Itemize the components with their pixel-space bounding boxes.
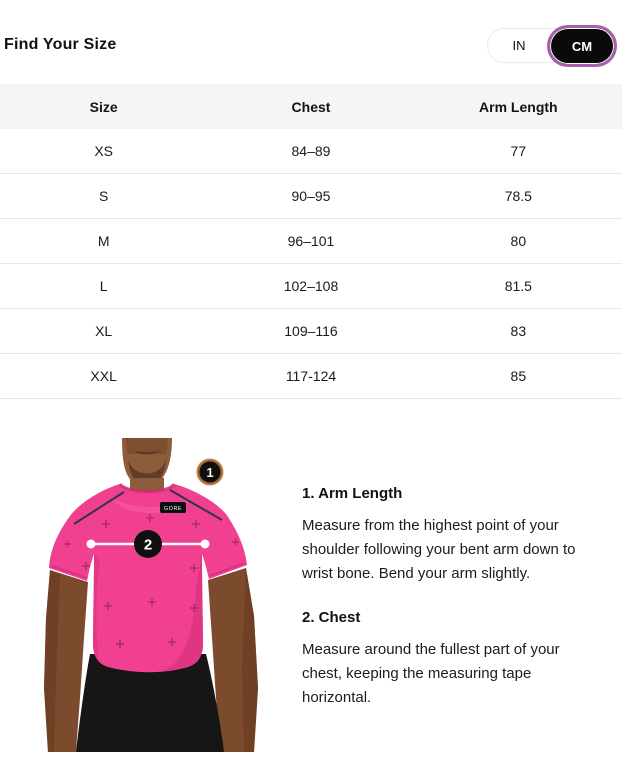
cell-chest: 109–116 [284, 323, 338, 339]
cell-arm-length: 80 [510, 233, 527, 249]
cell-arm-length: 77 [510, 143, 527, 159]
table-row-xl: XL 109–116 83 [0, 309, 622, 354]
cell-chest: 117-124 [285, 368, 337, 384]
model-head-neck [122, 438, 172, 494]
model-shirt: GORE [49, 482, 247, 673]
cell-arm-length: 78.5 [504, 188, 532, 204]
table-row-m: M 96–101 80 [0, 219, 622, 264]
shirt-plus-pattern [64, 514, 239, 648]
instruction-heading: 2. Chest [302, 609, 361, 626]
cell-chest: 96–101 [287, 233, 335, 249]
column-header-chest: Chest [291, 98, 331, 115]
cell-size: S [98, 188, 109, 204]
cell-chest: 90–95 [291, 188, 331, 204]
instruction-body: Measure around the fullest part of your … [302, 641, 560, 706]
table-row-xs: XS 84–89 77 [0, 129, 622, 174]
size-table: Size Chest Arm Length XS 84–89 77 S 90–9… [0, 84, 622, 399]
svg-text:GORE: GORE [164, 506, 182, 512]
measurement-instructions: 1. Arm Length Measure from the highest p… [302, 484, 602, 710]
instruction-chest: 2. Chest Measure around the fullest part… [302, 608, 602, 710]
table-row-l: L 102–108 81.5 [0, 264, 622, 309]
cell-size: L [99, 278, 108, 294]
model-shorts [76, 654, 224, 752]
column-header-size: Size [89, 98, 118, 115]
marker-arm-length-badge[interactable]: 1 [196, 458, 224, 486]
page-title: Find Your Size [4, 36, 117, 53]
cell-chest: 102–108 [283, 278, 339, 294]
cell-chest: 84–89 [291, 143, 331, 159]
cell-size: M [97, 233, 110, 249]
cell-size: XS [94, 143, 113, 159]
table-row-xxl: XXL 117-124 85 [0, 354, 622, 399]
cell-arm-length: 85 [510, 368, 527, 384]
model-arms [44, 568, 258, 752]
cell-size: XXL [90, 368, 117, 384]
unit-in-button[interactable]: IN [488, 29, 550, 62]
measurement-figure: GORE 2 1 [42, 438, 262, 752]
shirt-logo: GORE [160, 502, 186, 513]
instruction-heading: 1. Arm Length [302, 485, 403, 502]
unit-cm-button[interactable]: CM [547, 25, 617, 67]
cell-arm-length: 81.5 [504, 278, 532, 294]
svg-text:1: 1 [206, 465, 213, 480]
size-table-header: Size Chest Arm Length [0, 84, 622, 129]
svg-text:2: 2 [144, 537, 152, 554]
marker-chest-badge[interactable]: 2 [134, 530, 162, 558]
instruction-arm-length: 1. Arm Length Measure from the highest p… [302, 484, 602, 586]
table-row-s: S 90–95 78.5 [0, 174, 622, 219]
unit-toggle[interactable]: IN CM [487, 25, 617, 67]
column-header-arm-length: Arm Length [479, 98, 558, 115]
cell-size: XL [95, 323, 113, 339]
cell-arm-length: 83 [510, 323, 527, 339]
instruction-body: Measure from the highest point of your s… [302, 517, 576, 582]
model-photo: GORE 2 1 [44, 438, 258, 752]
